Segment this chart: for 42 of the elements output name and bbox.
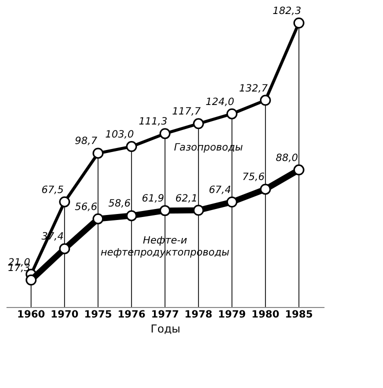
data-label: 62,1 (175, 193, 198, 204)
data-label: 56,6 (74, 202, 98, 213)
data-label: 124,0 (206, 96, 234, 108)
x-tick-label: 1985 (284, 310, 313, 320)
point (92, 148, 104, 159)
point (260, 184, 271, 195)
data-label: 88,0 (276, 152, 298, 164)
point (293, 164, 304, 176)
x-tick-label: 1976 (118, 310, 146, 320)
x-tick-label: 1970 (50, 310, 79, 320)
x-tick-label: 1960 (17, 310, 46, 320)
data-label: 98,7 (74, 136, 98, 148)
x-axis-title: Годы (150, 322, 180, 336)
data-label: 132,7 (239, 83, 268, 94)
point (92, 213, 104, 224)
data-label: 182,3 (272, 6, 302, 17)
x-tick-label: 1979 (218, 310, 246, 320)
point (26, 274, 37, 286)
x-tick-label: 1975 (84, 310, 112, 320)
data-label: 58,6 (108, 198, 131, 210)
data-label: 67,4 (208, 185, 232, 196)
x-tick-label: 1977 (151, 310, 179, 320)
point (226, 196, 238, 208)
point (160, 205, 170, 216)
data-label: 117,7 (172, 106, 202, 118)
data-label: 67,5 (41, 184, 64, 196)
point (59, 243, 70, 254)
x-tick-label: 1978 (184, 310, 212, 320)
point (126, 210, 138, 222)
point (160, 128, 170, 140)
point (126, 141, 138, 152)
x-tick-label: 1980 (252, 310, 280, 320)
data-label: 103,0 (105, 130, 134, 141)
point (260, 94, 271, 106)
data-label: 111,3 (138, 116, 168, 128)
point (293, 18, 304, 28)
data-label: 61,9 (142, 194, 164, 205)
point (192, 118, 204, 130)
data-label: 75,6 (242, 172, 265, 184)
point (226, 108, 238, 120)
point (59, 196, 70, 208)
point (192, 204, 204, 216)
